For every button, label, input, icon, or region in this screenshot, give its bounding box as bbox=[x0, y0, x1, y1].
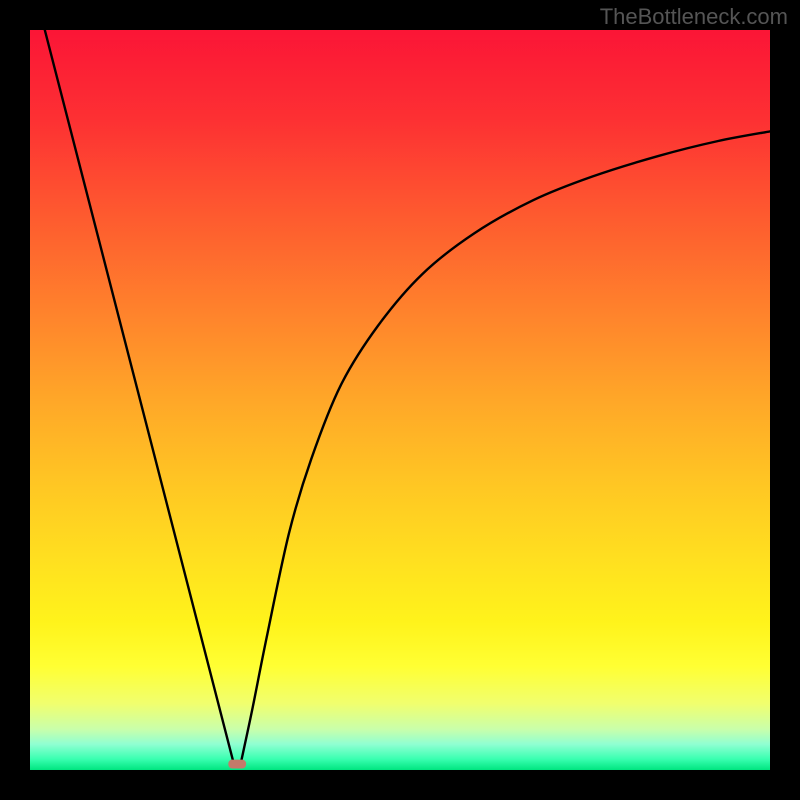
bottleneck-chart bbox=[0, 0, 800, 800]
watermark-text: TheBottleneck.com bbox=[600, 4, 788, 30]
minimum-marker bbox=[228, 760, 246, 769]
chart-container: TheBottleneck.com bbox=[0, 0, 800, 800]
